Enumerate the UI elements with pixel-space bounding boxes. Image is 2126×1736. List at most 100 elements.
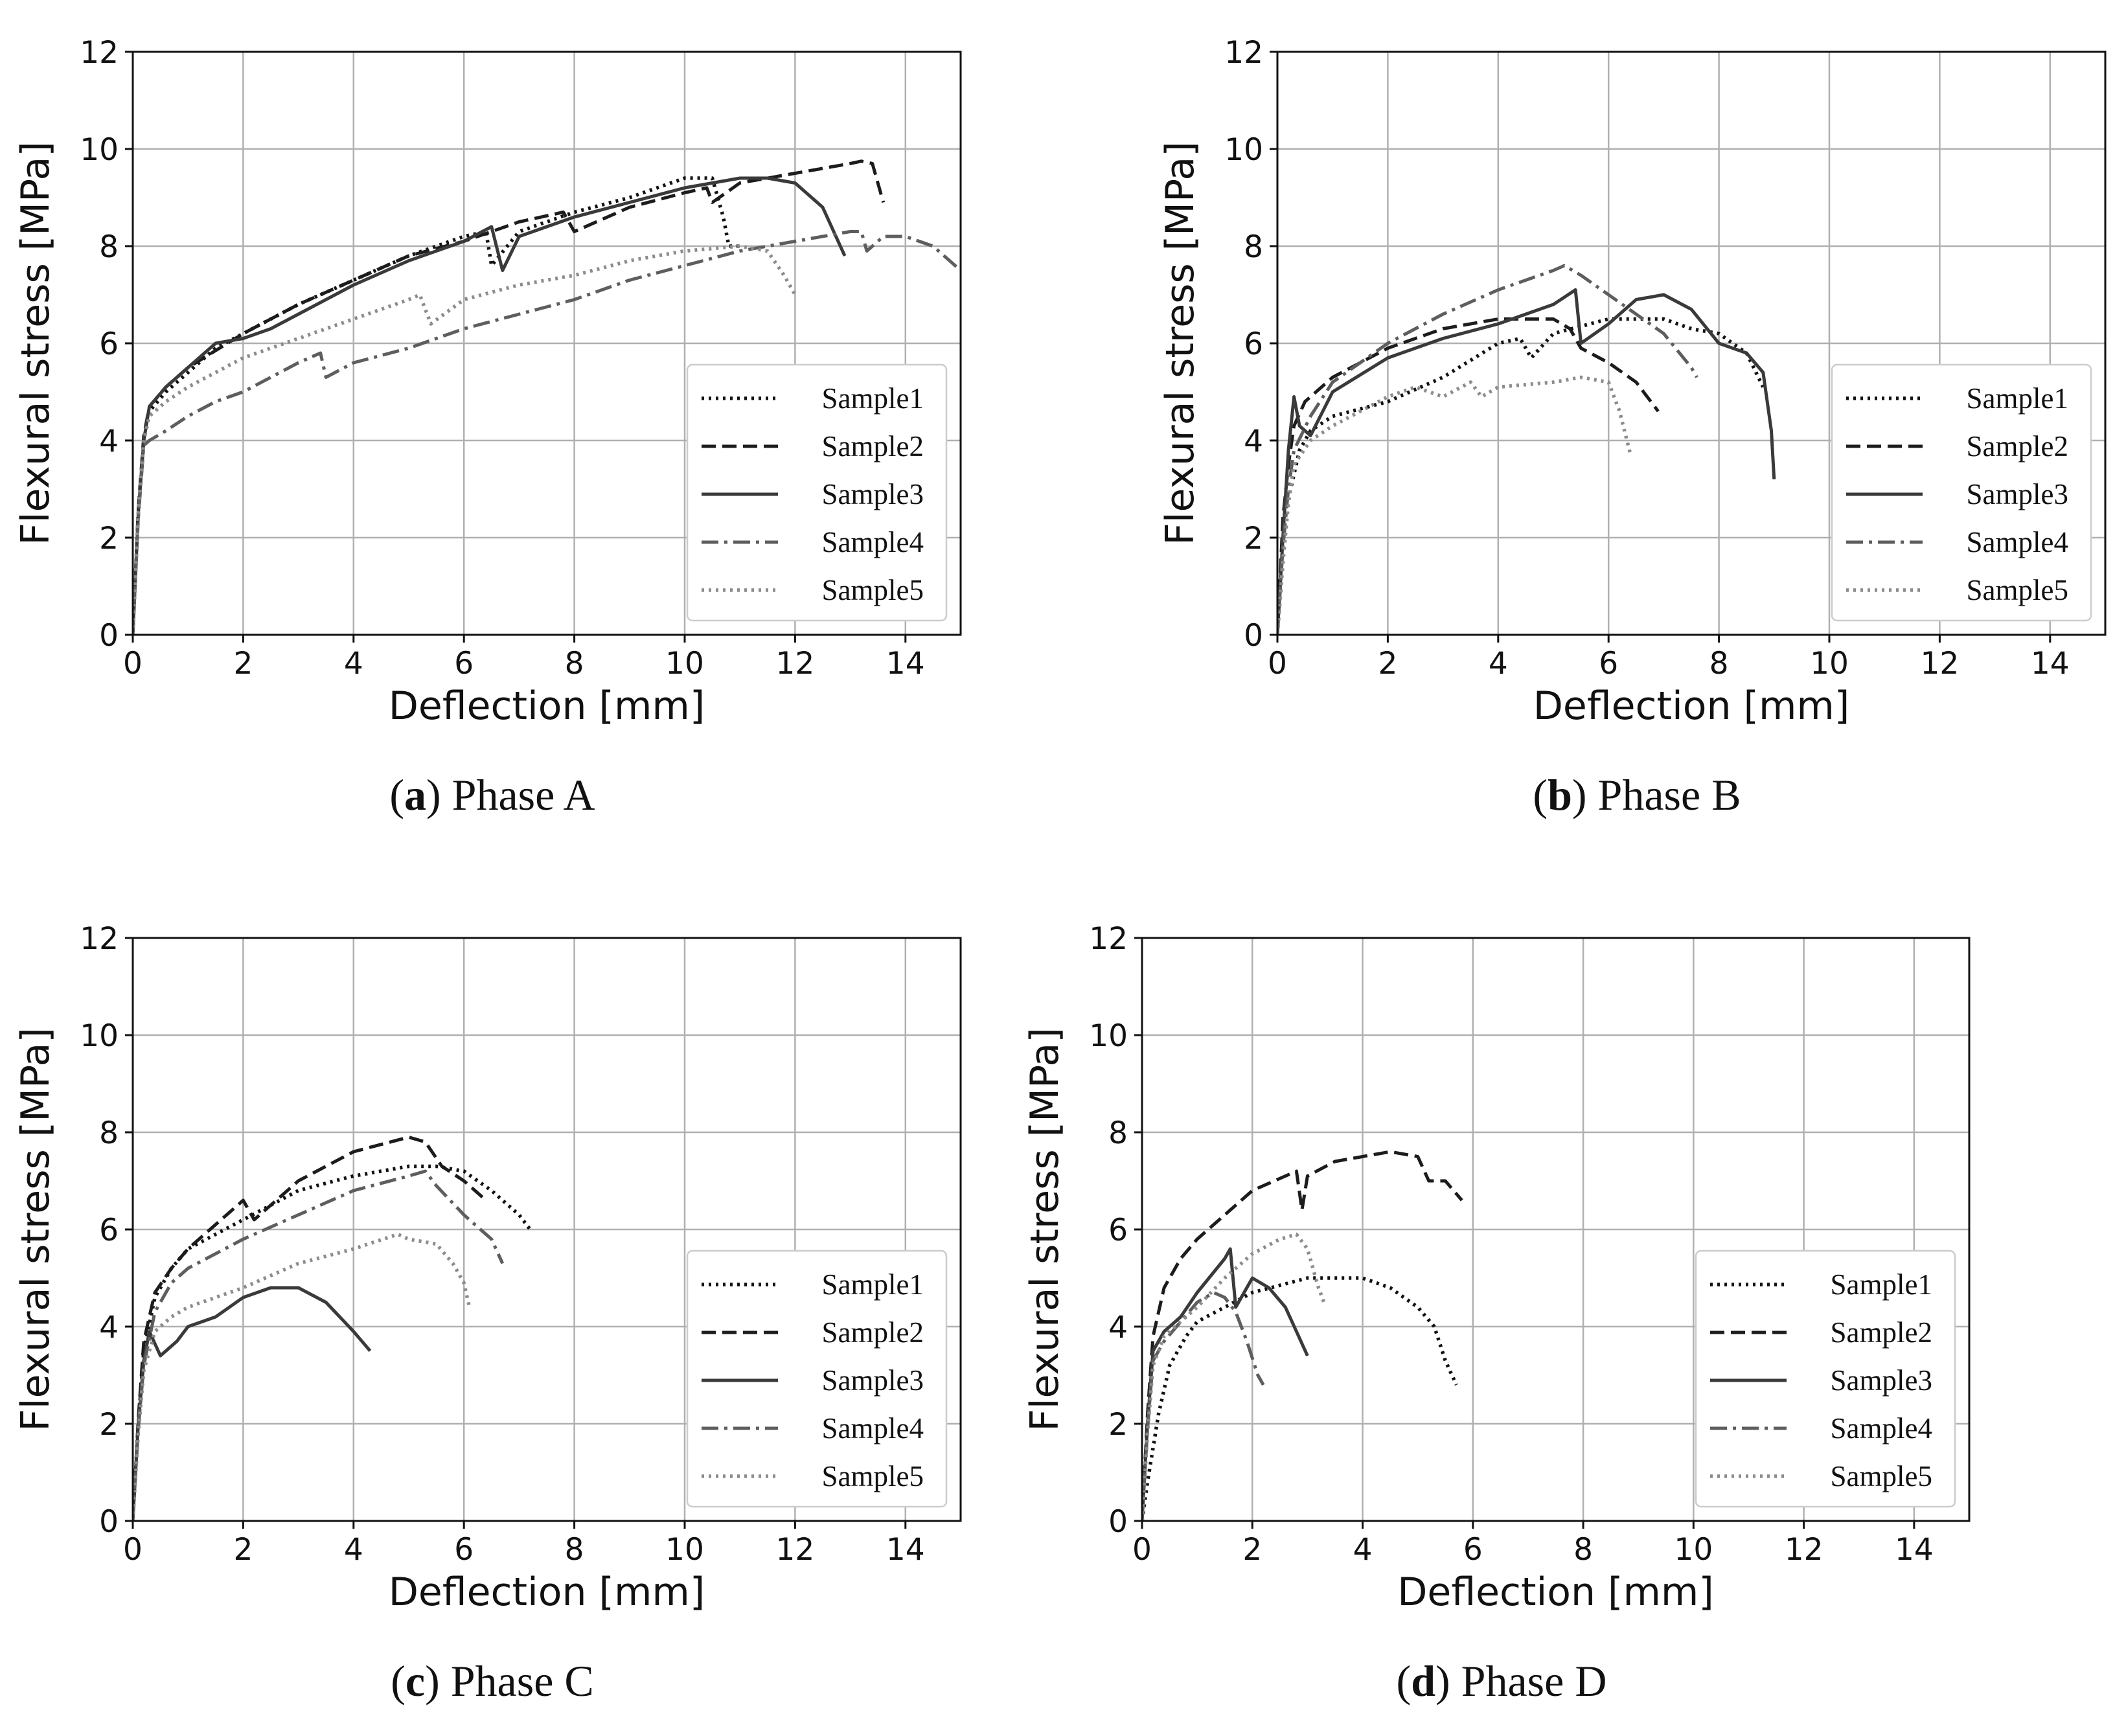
y-tick-label: 0 (99, 618, 119, 654)
series-line-sample4 (133, 1169, 505, 1521)
y-tick-label: 6 (99, 326, 119, 362)
legend: Sample1 Sample2 Sample3 Sample4 Sample5 (686, 363, 948, 622)
legend: Sample1 Sample2 Sample3 Sample4 Sample5 (686, 1250, 948, 1508)
x-tick-label: 0 (123, 646, 143, 681)
x-tick-label: 10 (1810, 646, 1849, 681)
caption-paren: ( (1533, 770, 1548, 819)
panel-caption: (d) Phase D (1397, 1656, 1607, 1706)
x-tick-label: 4 (1353, 1532, 1373, 1568)
legend-label: Sample4 (1831, 1412, 1932, 1445)
series-line-sample5 (1277, 375, 1632, 635)
series-line-sample1 (133, 176, 740, 635)
caption-letter: b (1548, 770, 1572, 819)
panel-d: 0 2 4 6 8 10 12 14 0 2 4 6 8 10 12 Deflection [mm] Flexu… (1022, 921, 1971, 1706)
x-tick-label: 2 (233, 1532, 253, 1568)
x-tick-label: 4 (1489, 646, 1508, 681)
x-tick-label: 14 (886, 646, 925, 681)
panel-a: 0 2 4 6 8 10 12 14 0 2 4 6 8 10 12 Deflection [mm] Flexu… (13, 35, 962, 819)
series-line-sample5 (1142, 1232, 1326, 1521)
series-line-sample1 (1142, 1276, 1458, 1521)
x-tick-label: 12 (1785, 1532, 1823, 1568)
x-tick-label: 10 (1674, 1532, 1713, 1568)
y-tick-label: 8 (99, 1115, 119, 1151)
y-tick-label: 10 (1224, 132, 1263, 168)
x-tick-label: 0 (123, 1532, 143, 1568)
legend-label: Sample5 (1831, 1460, 1932, 1492)
legend-label: Sample5 (1967, 574, 2068, 606)
y-tick-label: 6 (99, 1213, 119, 1248)
caption-letter: d (1411, 1656, 1435, 1706)
x-axis-label: Deflection [mm] (389, 1570, 705, 1615)
y-tick-label: 12 (80, 921, 119, 957)
caption-paren: ( (389, 770, 404, 819)
legend-label: Sample3 (822, 1364, 924, 1397)
legend-label: Sample1 (1967, 382, 2068, 415)
y-tick-label: 10 (80, 132, 119, 168)
legend-label: Sample2 (1967, 430, 2068, 463)
series-line-sample3 (133, 1286, 372, 1521)
y-tick-label: 6 (1108, 1213, 1128, 1248)
x-tick-label: 8 (565, 646, 584, 681)
series-line-sample2 (133, 1136, 487, 1521)
x-tick-label: 6 (454, 1532, 474, 1568)
caption-paren: ( (1397, 1656, 1412, 1706)
legend-label: Sample1 (822, 1268, 924, 1301)
caption-text: ) Phase D (1435, 1656, 1606, 1706)
y-tick-label: 4 (1244, 424, 1263, 459)
legend-box (1695, 1250, 1956, 1508)
panel-caption: (c) Phase C (391, 1656, 594, 1706)
x-tick-label: 0 (1268, 646, 1287, 681)
legend-label: Sample1 (1831, 1268, 1932, 1301)
caption-text: ) Phase A (426, 770, 595, 819)
legend-label: Sample3 (822, 478, 924, 510)
y-tick-label: 2 (1244, 521, 1263, 556)
y-tick-label: 10 (80, 1018, 119, 1054)
y-tick-label: 4 (99, 424, 119, 459)
x-tick-label: 2 (233, 646, 253, 681)
x-axis-label: Deflection [mm] (389, 683, 705, 729)
caption-paren: ( (391, 1656, 406, 1706)
y-tick-label: 0 (99, 1504, 119, 1540)
legend-box (1831, 363, 2092, 622)
x-tick-label: 8 (565, 1532, 584, 1568)
caption-letter: a (404, 770, 426, 819)
legend-label: Sample3 (1831, 1364, 1932, 1397)
y-tick-label: 2 (99, 1407, 119, 1443)
x-tick-label: 12 (775, 1532, 814, 1568)
series-line-sample4 (1142, 1291, 1265, 1521)
x-tick-label: 12 (1920, 646, 1959, 681)
y-tick-label: 12 (1089, 921, 1128, 957)
x-tick-label: 6 (1463, 1532, 1483, 1568)
y-tick-label: 8 (1244, 229, 1263, 265)
x-tick-label: 2 (1242, 1532, 1262, 1568)
y-tick-label: 2 (99, 521, 119, 556)
legend: Sample1 Sample2 Sample3 Sample4 Sample5 (1695, 1250, 1956, 1508)
y-tick-label: 8 (1108, 1115, 1128, 1151)
x-tick-label: 6 (1599, 646, 1618, 681)
x-tick-label: 14 (886, 1532, 925, 1568)
y-tick-label: 12 (1224, 35, 1263, 71)
y-axis-label: Flexural stress [MPa] (1022, 1027, 1068, 1431)
x-tick-label: 10 (665, 646, 704, 681)
y-axis-label: Flexural stress [MPa] (1158, 141, 1203, 545)
caption-text: ) Phase B (1572, 770, 1741, 819)
x-tick-label: 4 (344, 1532, 363, 1568)
legend-label: Sample3 (1967, 478, 2068, 510)
caption-letter: c (406, 1656, 425, 1706)
caption-text: ) Phase C (425, 1656, 594, 1706)
series-line-sample3 (1142, 1247, 1309, 1521)
y-tick-label: 4 (1108, 1310, 1128, 1345)
panel-b: 0 2 4 6 8 10 12 14 0 2 4 6 8 10 12 Deflection [mm] Flexu… (1158, 35, 2107, 819)
legend-label: Sample2 (822, 1316, 924, 1349)
y-tick-label: 2 (1108, 1407, 1128, 1443)
x-tick-label: 0 (1132, 1532, 1152, 1568)
panel-caption: (b) Phase B (1533, 770, 1741, 819)
y-tick-label: 12 (80, 35, 119, 71)
x-axis-label: Deflection [mm] (1533, 683, 1850, 729)
series-line-sample3 (1277, 288, 1776, 635)
legend-label: Sample2 (1831, 1316, 1932, 1349)
legend-label: Sample2 (822, 430, 924, 463)
legend-label: Sample4 (822, 1412, 924, 1445)
y-tick-label: 0 (1108, 1504, 1128, 1540)
series-line-sample1 (1277, 317, 1765, 635)
